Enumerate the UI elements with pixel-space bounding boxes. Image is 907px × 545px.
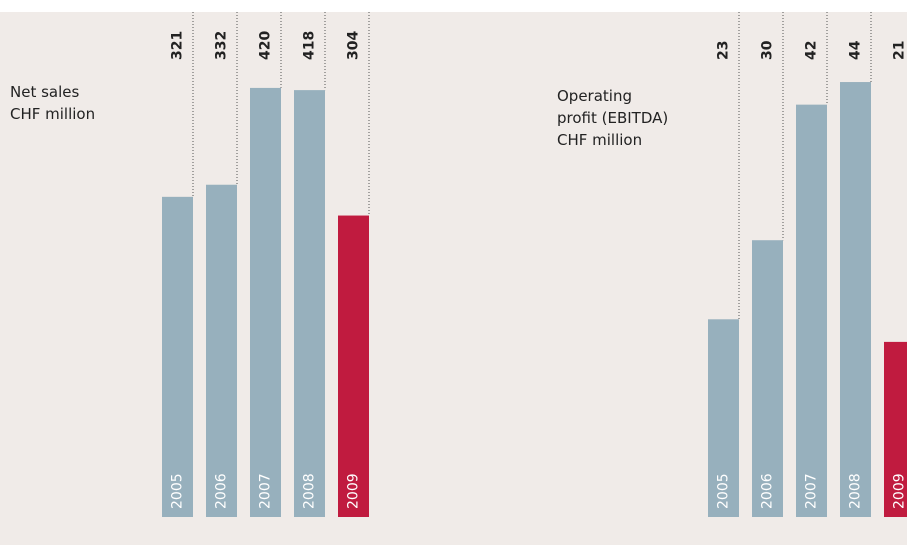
chart-title: profit (EBITDA)	[557, 109, 668, 127]
bar	[884, 341, 907, 517]
x-tick-label: 2005	[170, 473, 186, 509]
x-tick-label: 2008	[302, 473, 318, 509]
bar	[206, 184, 237, 518]
x-tick-label: 2005	[716, 473, 732, 509]
x-tick-label: 2009	[346, 473, 362, 509]
value-label: 30	[760, 40, 776, 60]
value-label: 332	[214, 31, 230, 60]
bar	[840, 82, 871, 518]
value-label: 21	[892, 41, 907, 60]
value-label: 44	[848, 40, 864, 60]
value-label: 42	[804, 41, 820, 60]
x-tick-label: 2006	[214, 473, 230, 509]
value-label: 418	[302, 31, 318, 60]
chart-title: Operating	[557, 87, 632, 105]
value-label: 321	[170, 31, 186, 60]
value-label: 304	[346, 31, 362, 60]
bar	[752, 240, 783, 517]
chart-title: CHF million	[557, 131, 642, 149]
bar	[796, 104, 827, 517]
x-tick-label: 2008	[848, 473, 864, 509]
x-tick-label: 2007	[804, 473, 820, 509]
x-tick-label: 2006	[760, 473, 776, 509]
bar	[250, 87, 281, 517]
chart-title: Net sales	[10, 83, 80, 101]
bar	[708, 319, 739, 517]
x-tick-label: 2009	[892, 473, 907, 509]
value-label: 420	[258, 31, 274, 60]
bar	[338, 215, 369, 518]
x-tick-label: 2007	[258, 473, 274, 509]
bar	[294, 90, 325, 517]
bar	[162, 196, 193, 517]
chart-title: CHF million	[10, 105, 95, 123]
value-label: 23	[716, 41, 732, 60]
